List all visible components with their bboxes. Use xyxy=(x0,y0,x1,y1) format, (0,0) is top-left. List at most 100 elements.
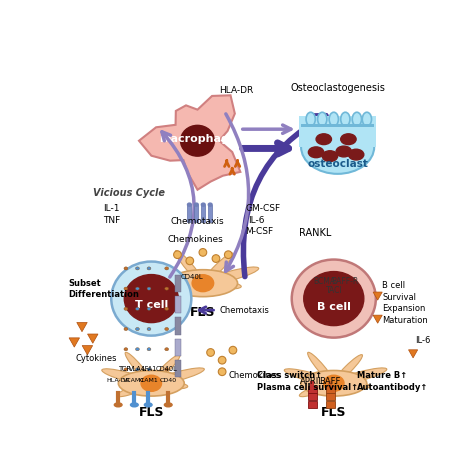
Text: CD40L: CD40L xyxy=(181,274,203,280)
Text: Chemokines: Chemokines xyxy=(167,235,223,244)
Bar xyxy=(194,205,198,221)
Bar xyxy=(175,296,181,313)
Circle shape xyxy=(207,349,214,356)
Ellipse shape xyxy=(203,281,241,289)
Text: M-CSF: M-CSF xyxy=(245,227,273,236)
Text: FLS: FLS xyxy=(138,406,164,419)
Bar xyxy=(309,393,317,400)
Ellipse shape xyxy=(348,149,364,160)
Ellipse shape xyxy=(175,251,203,283)
Ellipse shape xyxy=(151,354,180,383)
Ellipse shape xyxy=(165,327,169,331)
Text: Subset: Subset xyxy=(68,279,101,288)
Polygon shape xyxy=(77,322,87,332)
Text: Cytokines: Cytokines xyxy=(76,354,118,363)
Ellipse shape xyxy=(130,403,138,407)
Bar xyxy=(201,205,205,221)
Ellipse shape xyxy=(300,382,334,396)
Ellipse shape xyxy=(309,147,324,158)
Text: Chemokines: Chemokines xyxy=(228,371,280,380)
Polygon shape xyxy=(139,95,240,190)
Ellipse shape xyxy=(334,368,387,384)
Polygon shape xyxy=(82,346,92,355)
Ellipse shape xyxy=(165,267,169,270)
Text: Autoantibody↑: Autoantibody↑ xyxy=(357,382,428,392)
Ellipse shape xyxy=(136,368,139,371)
Text: B cell: B cell xyxy=(383,281,405,290)
Circle shape xyxy=(229,347,237,354)
Bar xyxy=(175,275,181,292)
Ellipse shape xyxy=(125,352,152,383)
Ellipse shape xyxy=(151,368,204,384)
Bar xyxy=(175,318,181,334)
Ellipse shape xyxy=(147,307,151,311)
Text: B cell: B cell xyxy=(317,302,351,311)
Text: macrophage: macrophage xyxy=(159,134,236,144)
Ellipse shape xyxy=(336,146,352,157)
Bar xyxy=(188,205,191,221)
Text: Plasma cell survival↑: Plasma cell survival↑ xyxy=(257,382,358,392)
Circle shape xyxy=(219,368,226,375)
Circle shape xyxy=(173,251,182,259)
Bar xyxy=(208,205,212,221)
Ellipse shape xyxy=(341,112,350,126)
Ellipse shape xyxy=(192,275,214,292)
Text: CD40L: CD40L xyxy=(156,366,178,372)
Text: Mature B↑: Mature B↑ xyxy=(357,371,407,380)
Text: BAFF-R: BAFF-R xyxy=(332,277,359,286)
Ellipse shape xyxy=(334,354,363,383)
Circle shape xyxy=(212,255,220,262)
Text: FLS: FLS xyxy=(321,406,346,419)
Ellipse shape xyxy=(316,134,331,145)
Ellipse shape xyxy=(114,403,122,407)
Ellipse shape xyxy=(301,370,367,396)
Text: VLA4: VLA4 xyxy=(129,366,146,372)
Ellipse shape xyxy=(124,267,128,270)
Ellipse shape xyxy=(124,275,178,323)
Ellipse shape xyxy=(147,287,151,290)
Ellipse shape xyxy=(201,203,205,206)
Bar xyxy=(326,386,335,393)
Text: TCR: TCR xyxy=(119,366,132,372)
Bar xyxy=(326,401,335,408)
Text: Maturation: Maturation xyxy=(383,316,428,325)
Ellipse shape xyxy=(167,282,203,297)
Text: LFA1: LFA1 xyxy=(141,366,157,372)
Text: Class switch↑: Class switch↑ xyxy=(257,371,322,380)
Text: Vicious Cycle: Vicious Cycle xyxy=(93,188,165,198)
Ellipse shape xyxy=(181,125,214,156)
Ellipse shape xyxy=(362,112,372,126)
Text: Survival: Survival xyxy=(383,292,416,302)
Ellipse shape xyxy=(318,112,327,126)
Ellipse shape xyxy=(292,260,376,338)
Ellipse shape xyxy=(124,327,128,331)
Text: BCMA: BCMA xyxy=(313,277,336,286)
Ellipse shape xyxy=(124,307,128,311)
Ellipse shape xyxy=(147,368,151,371)
Ellipse shape xyxy=(165,368,169,371)
Ellipse shape xyxy=(136,287,139,290)
Text: osteoclast: osteoclast xyxy=(307,159,368,169)
Text: CD40: CD40 xyxy=(160,378,177,383)
Circle shape xyxy=(199,248,207,256)
Ellipse shape xyxy=(147,327,151,331)
Ellipse shape xyxy=(304,272,364,325)
Text: GM-CSF: GM-CSF xyxy=(245,204,280,213)
Ellipse shape xyxy=(284,369,334,384)
Text: Chemotaxis: Chemotaxis xyxy=(171,217,224,226)
Text: Differentiation: Differentiation xyxy=(68,290,139,299)
Ellipse shape xyxy=(141,375,162,391)
Bar xyxy=(301,124,374,127)
Text: TNF: TNF xyxy=(103,216,120,225)
Ellipse shape xyxy=(203,267,259,284)
Text: TACI: TACI xyxy=(326,286,342,296)
Ellipse shape xyxy=(124,368,128,371)
Ellipse shape xyxy=(308,352,334,383)
Ellipse shape xyxy=(136,348,139,351)
Ellipse shape xyxy=(151,268,203,284)
Polygon shape xyxy=(69,338,80,347)
Text: BAFF: BAFF xyxy=(319,377,341,386)
Text: T cell: T cell xyxy=(135,300,168,310)
Polygon shape xyxy=(373,292,382,300)
Text: VCAM1: VCAM1 xyxy=(123,378,146,383)
